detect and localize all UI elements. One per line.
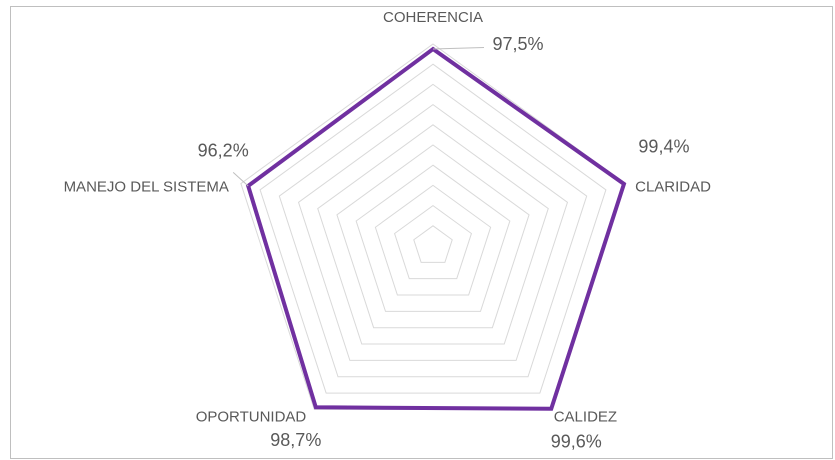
data-label: 97,5% [492, 34, 543, 54]
grid-ring [393, 204, 473, 280]
grid-ring [278, 83, 588, 378]
category-label: OPORTUNIDAD [196, 408, 307, 425]
data-label: 98,7% [270, 430, 321, 450]
category-label: CALIDEZ [554, 408, 617, 425]
grid-ring [336, 144, 530, 329]
leader-line [432, 46, 485, 50]
leader-line [232, 171, 249, 187]
data-label: 99,6% [551, 432, 602, 452]
grid-ring [374, 184, 492, 296]
grid-ring [413, 225, 453, 263]
series-line [245, 46, 627, 411]
data-label: 96,2% [198, 141, 249, 161]
data-label: 99,4% [638, 137, 689, 157]
grid-ring [259, 63, 607, 394]
grid-ring [317, 124, 549, 345]
grid-ring [297, 103, 569, 361]
chart-frame [10, 6, 833, 459]
category-label: MANEJO DEL SISTEMA [64, 179, 229, 196]
category-label: CLARIDAD [635, 179, 711, 196]
grid-ring [355, 164, 511, 312]
category-label: COHERENCIA [383, 9, 483, 26]
